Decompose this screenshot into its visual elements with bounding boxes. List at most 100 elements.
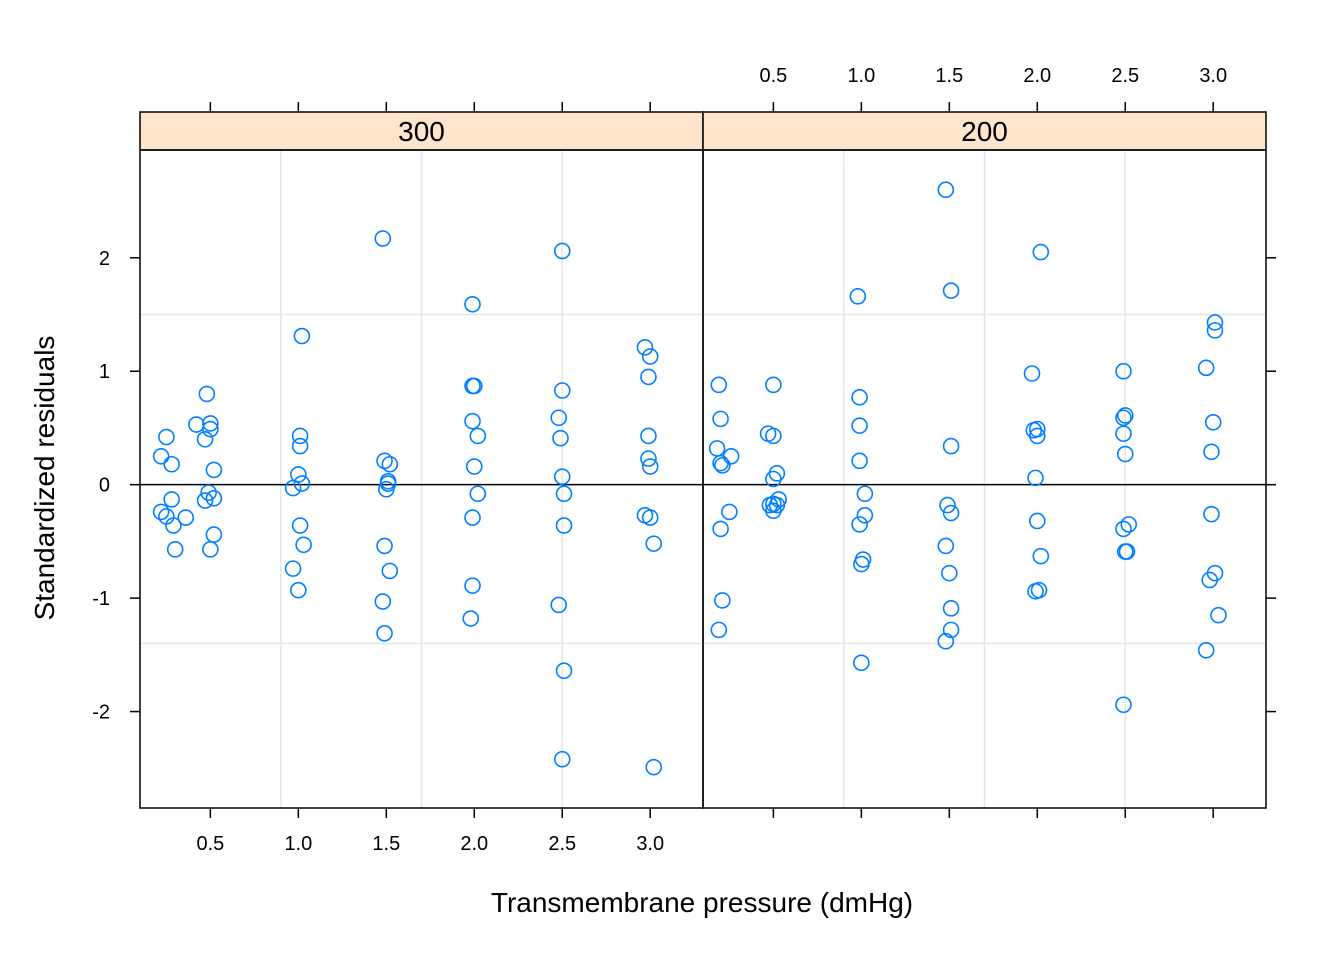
data-point [1197,642,1215,659]
x-tick-label-top: 1.5 [935,65,963,87]
data-point [462,610,480,627]
x-tick-label-top: 1.0 [847,65,875,87]
data-point [853,654,870,672]
data-point [163,491,180,508]
data-point [1115,520,1132,538]
data-point [381,562,399,580]
data-point [1032,547,1050,565]
data-point [166,541,184,558]
data-point [853,555,870,573]
data-point [1116,445,1134,463]
data-point [376,537,393,555]
data-point [293,327,311,345]
data-point [1028,512,1046,530]
data-point [376,624,393,642]
data-point [942,282,960,299]
data-point [374,593,392,610]
x-tick-label-top: 2.5 [1111,65,1139,87]
data-point [165,517,182,534]
y-tick-label: 2 [99,248,110,270]
panel-strip [702,111,1267,151]
data-point [942,600,960,617]
data-point [937,181,955,199]
x-tick-label-top: 2.0 [1023,65,1051,87]
data-point [710,621,728,639]
data-point [163,455,180,473]
data-point [152,503,170,521]
data-point [1115,409,1132,427]
data-point [1120,516,1138,533]
data-point [196,430,214,448]
data-point [645,535,663,552]
data-point [291,437,309,455]
data-point [1027,469,1044,487]
data-point [1023,365,1041,382]
data-point [708,440,726,457]
data-point [851,516,868,533]
data-point [196,492,214,509]
x-tick-label-top: 3.0 [1199,65,1227,87]
data-point [856,485,874,503]
data-point [381,455,399,473]
data-point [714,592,731,609]
data-point [293,475,311,492]
data-point [553,242,571,260]
data-point [849,288,867,305]
y-tick-label: 0 [99,475,110,497]
data-point [641,509,659,526]
data-point [291,517,309,534]
data-point [1028,420,1046,438]
data-point [645,758,663,776]
data-point [765,376,782,394]
data-point [1028,427,1046,445]
data-point [722,448,740,465]
data-point [1115,362,1132,380]
data-point [464,412,481,430]
data-point [284,560,302,577]
data-point [1210,606,1227,624]
data-point [374,230,392,247]
data-point [295,536,312,554]
data-point [550,409,568,427]
data-point [202,541,219,558]
data-point [939,496,956,514]
data-point [1206,322,1224,339]
data-point [765,427,782,445]
data-point [640,368,657,386]
data-point [1197,359,1215,377]
data-point [469,485,487,503]
data-point [1203,443,1220,461]
panel-strip-label: 300 [398,116,445,147]
data-point [1032,243,1050,261]
data-point [941,564,958,582]
data-point [555,517,573,534]
data-point [641,348,659,365]
data-point [942,437,960,455]
data-point [1204,413,1222,431]
data-point [188,416,205,433]
data-point [765,470,782,488]
panel-frame [702,149,1267,809]
data-point [1115,696,1132,714]
data-point [1030,581,1048,599]
data-point [284,479,302,497]
data-point [768,465,786,482]
data-point [712,410,729,428]
y-tick-label: -1 [92,588,110,610]
data-point [290,466,307,483]
data-point [942,621,960,639]
data-point [469,427,487,445]
data-point [158,428,175,446]
data-point [291,427,309,445]
data-point [1203,505,1220,523]
data-point [1118,543,1136,560]
x-axis-title: Transmembrane pressure (dmHg) [491,887,913,918]
data-point [464,577,481,594]
data-point [465,458,483,475]
data-point [721,503,738,521]
x-tick-label-bottom: 1.5 [372,833,400,855]
data-point [177,509,195,526]
data-point [202,420,219,438]
x-tick-label-top: 0.5 [759,65,787,87]
y-tick-label: 1 [99,361,110,383]
